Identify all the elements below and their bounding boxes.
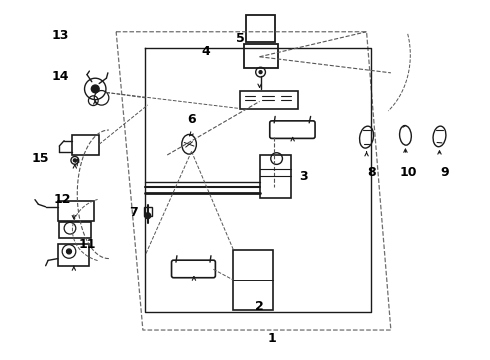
Text: 12: 12 [54, 193, 72, 206]
Circle shape [74, 159, 76, 162]
Text: 11: 11 [78, 238, 96, 251]
Circle shape [67, 249, 72, 254]
Bar [260, 155, 291, 198]
Bar [73, 135, 99, 155]
Text: 14: 14 [51, 70, 69, 83]
Text: 9: 9 [440, 166, 449, 179]
Text: 3: 3 [299, 170, 308, 183]
Text: 8: 8 [367, 166, 376, 179]
Text: 6: 6 [187, 113, 196, 126]
Circle shape [145, 213, 150, 219]
Circle shape [259, 71, 262, 73]
Text: 7: 7 [129, 206, 138, 219]
Text: 2: 2 [255, 300, 264, 313]
Text: 13: 13 [51, 29, 69, 42]
Bar [240, 91, 298, 109]
Bar [58, 244, 89, 266]
Bar [246, 15, 275, 42]
Text: 15: 15 [32, 152, 49, 165]
Bar [233, 249, 273, 310]
Text: 10: 10 [399, 166, 416, 179]
Text: 5: 5 [236, 32, 245, 45]
Bar [244, 44, 277, 68]
Text: 4: 4 [202, 45, 211, 58]
Bar [58, 202, 94, 221]
Circle shape [91, 85, 99, 93]
Text: 1: 1 [268, 333, 276, 346]
Bar [144, 207, 151, 216]
Bar [59, 222, 91, 238]
